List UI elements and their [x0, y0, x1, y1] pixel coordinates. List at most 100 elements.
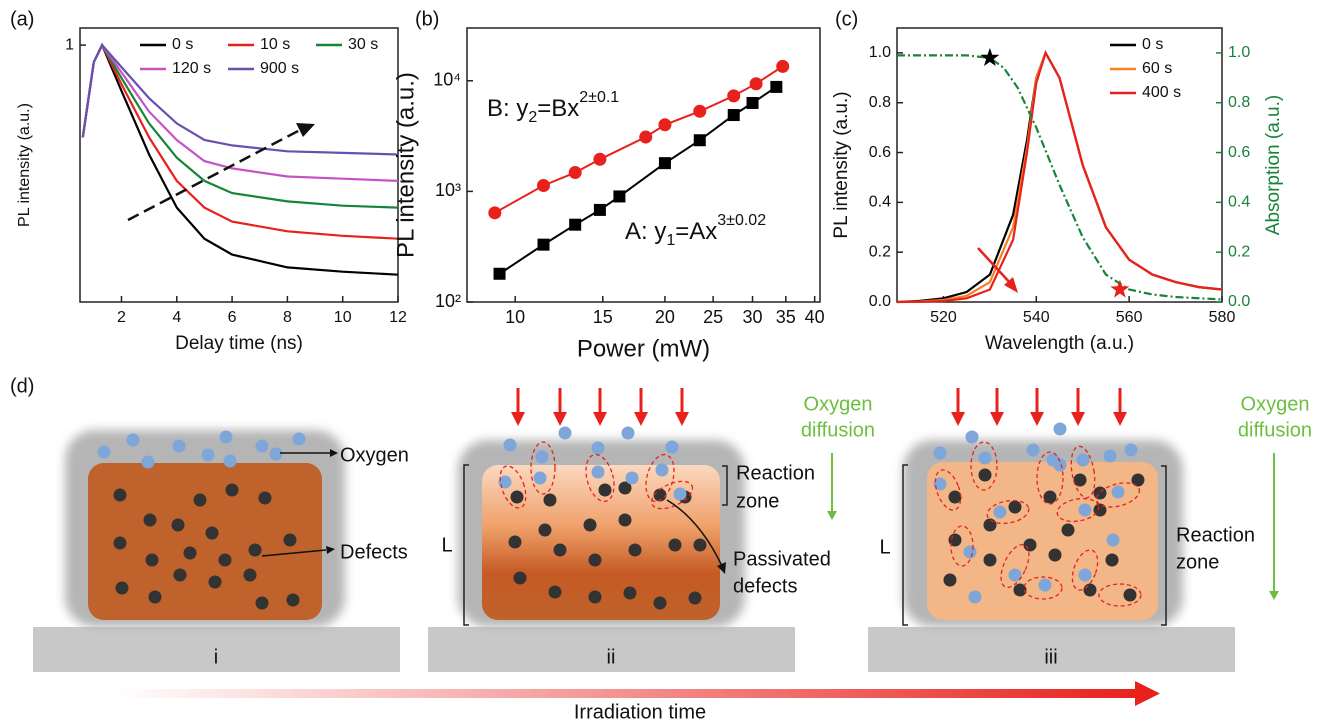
defect	[1105, 553, 1119, 567]
passivation-ring	[1056, 497, 1100, 523]
oxygen	[968, 590, 982, 604]
defect	[588, 553, 602, 567]
legend-label: 0 s	[172, 36, 193, 53]
series-line	[897, 54, 1223, 301]
marker	[593, 152, 607, 166]
defect	[598, 483, 612, 497]
defect	[286, 593, 300, 607]
defect	[1073, 473, 1087, 487]
defect	[1093, 486, 1107, 500]
marker	[493, 267, 506, 280]
oxygen	[933, 446, 947, 460]
x-tick-label: 8	[283, 309, 292, 326]
y2-tick-label: 0.0	[1228, 293, 1250, 310]
y-tick-label: 1	[65, 36, 74, 53]
passivation-ring	[1023, 576, 1063, 600]
defect	[628, 543, 642, 557]
panel-label: (a)	[10, 8, 34, 30]
light-arrowhead	[675, 412, 689, 426]
defect	[115, 581, 129, 595]
oxygen	[625, 471, 639, 485]
oxygen	[993, 505, 1007, 519]
defect	[948, 490, 962, 504]
time-arrowhead	[1135, 681, 1160, 706]
legend-label: 400 s	[1142, 84, 1181, 101]
light-arrowhead	[593, 412, 607, 426]
defect	[588, 590, 602, 604]
passivation-ring	[950, 525, 974, 567]
substrate	[33, 627, 400, 672]
oxygen	[292, 432, 306, 446]
marker	[537, 238, 550, 251]
x-tick-label: 6	[228, 309, 237, 326]
reaction-zone: zone	[1176, 551, 1219, 573]
y2-tick-label: 0.6	[1228, 144, 1250, 161]
light-arrowhead	[990, 412, 1004, 426]
length-label: L	[879, 536, 890, 558]
defect	[171, 518, 185, 532]
marker	[770, 80, 783, 93]
defect	[513, 571, 527, 585]
legend-label: 120 s	[172, 60, 211, 77]
series-line	[896, 50, 1223, 304]
x-tick-label: 520	[930, 309, 957, 326]
oxygen	[1038, 578, 1052, 592]
passivation-ring	[1098, 583, 1142, 607]
defect	[208, 575, 222, 589]
shift-arrowhead	[1004, 277, 1018, 293]
defect	[1023, 538, 1037, 552]
x-axis-label: Delay time (ns)	[175, 333, 303, 354]
x-tick-label: 10	[505, 307, 525, 327]
y-tick-label: 0.6	[869, 144, 891, 161]
oxygen	[141, 455, 155, 469]
star-marker	[980, 47, 1000, 66]
diffusion-label: diffusion	[1238, 419, 1312, 441]
passivation-ring	[970, 441, 998, 491]
bracket	[902, 464, 908, 626]
defect	[553, 543, 567, 557]
annotation-part: A: y	[625, 218, 666, 245]
substrate	[428, 627, 795, 672]
defect	[243, 568, 257, 582]
marker	[569, 218, 582, 231]
pointer-head	[330, 449, 338, 457]
oxygen	[223, 454, 237, 468]
trend-arrow	[127, 128, 301, 222]
passivation-ring	[1000, 543, 1030, 589]
light-arrowhead	[553, 412, 567, 426]
defect	[183, 546, 197, 560]
y2-axis-label: Absorption (a.u.)	[1263, 95, 1284, 235]
marker	[488, 206, 502, 220]
defect	[688, 591, 702, 605]
annotation-part: 2	[528, 109, 537, 126]
oxygen	[503, 438, 517, 452]
legend-label: 0 s	[1142, 36, 1163, 53]
stage-label: ii	[607, 646, 616, 668]
oxygen	[1078, 568, 1092, 582]
defect	[668, 538, 682, 552]
oxygen	[963, 545, 977, 559]
legend-label: 10 s	[260, 36, 290, 53]
x-tick-label: 35	[776, 307, 796, 327]
x-tick-label: 20	[655, 307, 675, 327]
plot-frame	[466, 27, 821, 303]
defect	[543, 493, 557, 507]
diffusion-label: diffusion	[801, 419, 875, 441]
x-tick-label: 40	[805, 307, 825, 327]
oxygen	[591, 465, 605, 479]
bracket	[722, 465, 728, 506]
x-tick-label: 10	[334, 309, 352, 326]
light-arrowhead	[1071, 412, 1085, 426]
defect	[943, 573, 957, 587]
marker	[693, 134, 706, 147]
oxygen	[978, 451, 992, 465]
reaction-zone: zone	[736, 490, 779, 512]
y-axis-label: PL intensity (a.u.)	[392, 72, 419, 258]
oxygen-label: Oxygen	[340, 444, 409, 466]
defect	[205, 526, 219, 540]
oxygen	[1008, 568, 1022, 582]
light-arrowhead	[951, 412, 965, 426]
x-tick-label: 30	[743, 307, 763, 327]
